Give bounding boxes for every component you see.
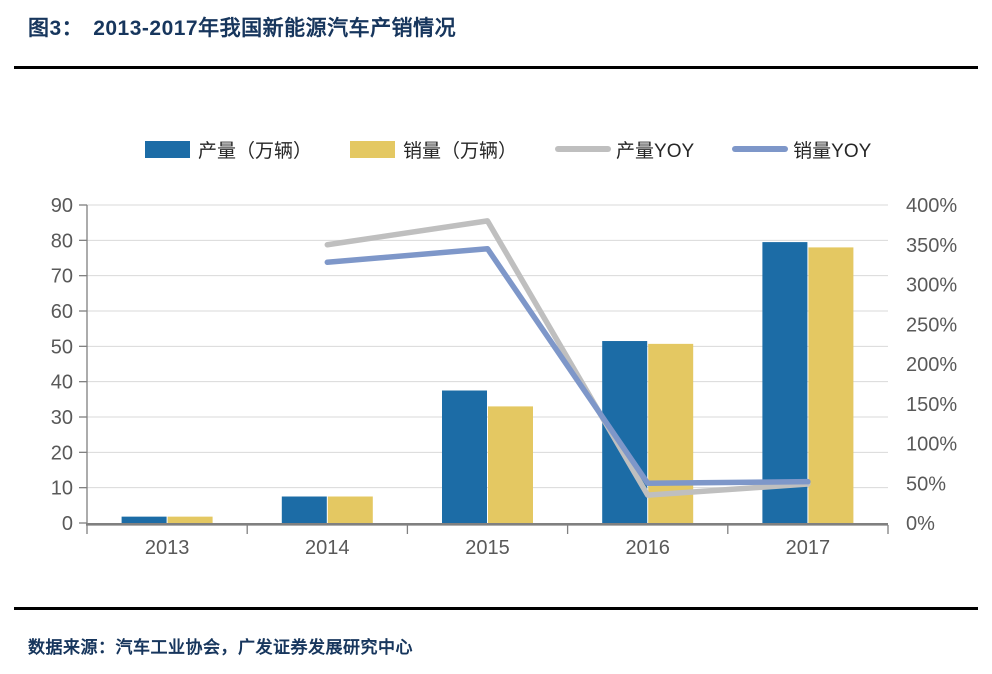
data-source: 数据来源：汽车工业协会，广发证券发展研究中心 xyxy=(28,633,413,658)
sales-bar-2013 xyxy=(167,516,213,523)
sales-bar-swatch xyxy=(350,140,396,158)
y-axis-right-label: 150% xyxy=(906,394,957,416)
production-bar-2017 xyxy=(762,242,808,523)
y-axis-right-label: 200% xyxy=(906,354,957,376)
x-axis-label: 2015 xyxy=(465,537,510,559)
x-axis-label: 2014 xyxy=(305,537,350,559)
chart-legend: 产量（万辆） 销量（万辆） 产量YOY 销量YOY xyxy=(145,136,871,163)
y-axis-left-label: 60 xyxy=(51,301,73,323)
y-axis-right-label: 0% xyxy=(906,513,935,535)
data-source-label: 数据来源： xyxy=(28,638,116,657)
y-axis-right-label: 50% xyxy=(906,473,946,495)
figure-title: 图3： 2013-2017年我国新能源汽车产销情况 xyxy=(28,12,972,42)
y-axis-left-label: 50 xyxy=(51,336,73,358)
y-axis-left-label: 40 xyxy=(51,372,73,394)
x-axis-label: 2017 xyxy=(786,537,831,559)
y-axis-right-label: 100% xyxy=(906,434,957,456)
y-axis-left-label: 20 xyxy=(51,442,73,464)
y-axis-left-label: 70 xyxy=(51,266,73,288)
legend-label: 销量（万辆） xyxy=(403,140,518,162)
production-bar-2014 xyxy=(281,496,327,523)
y-axis-left-label: 10 xyxy=(51,478,73,500)
legend-label: 产量（万辆） xyxy=(198,140,313,162)
production-bar-swatch xyxy=(145,140,190,158)
bottom-divider xyxy=(14,607,978,610)
y-axis-left-label: 0 xyxy=(62,513,73,535)
legend-item-sales-yoy: 销量YOY xyxy=(732,136,871,163)
sales-bar-2017 xyxy=(808,247,854,523)
y-axis-left-label: 90 xyxy=(51,195,73,217)
top-divider xyxy=(14,66,978,69)
sales-yoy-line-swatch xyxy=(732,146,789,152)
y-axis-right-label: 400% xyxy=(906,195,957,217)
legend-label: 销量YOY xyxy=(793,140,872,162)
x-axis-label: 2013 xyxy=(145,537,190,559)
legend-item-sales-bar: 销量（万辆） xyxy=(350,136,517,163)
production-yoy-line-swatch xyxy=(555,146,612,152)
y-axis-right-label: 350% xyxy=(906,235,957,257)
sales-yoy-line xyxy=(324,245,811,486)
sales-bar-2014 xyxy=(327,496,373,523)
legend-item-production-bar: 产量（万辆） xyxy=(145,136,312,163)
legend-item-production-yoy: 产量YOY xyxy=(555,136,694,163)
data-source-text: 汽车工业协会，广发证券发展研究中心 xyxy=(115,638,413,657)
legend-label: 产量YOY xyxy=(616,140,695,162)
y-axis-left-label: 30 xyxy=(51,407,73,429)
y-axis-right-label: 250% xyxy=(906,314,957,336)
y-axis-right-label: 300% xyxy=(906,275,957,297)
y-axis-left-label: 80 xyxy=(51,230,73,252)
sales-bar-2015 xyxy=(488,406,533,523)
x-axis-label: 2016 xyxy=(625,537,670,559)
production-bar-2013 xyxy=(121,516,167,523)
figure-number-label: 图3： xyxy=(28,17,84,40)
figure-title-text: 2013-2017年我国新能源汽车产销情况 xyxy=(93,17,457,40)
production-bar-2015 xyxy=(442,390,487,523)
production-yoy-line xyxy=(324,218,811,498)
